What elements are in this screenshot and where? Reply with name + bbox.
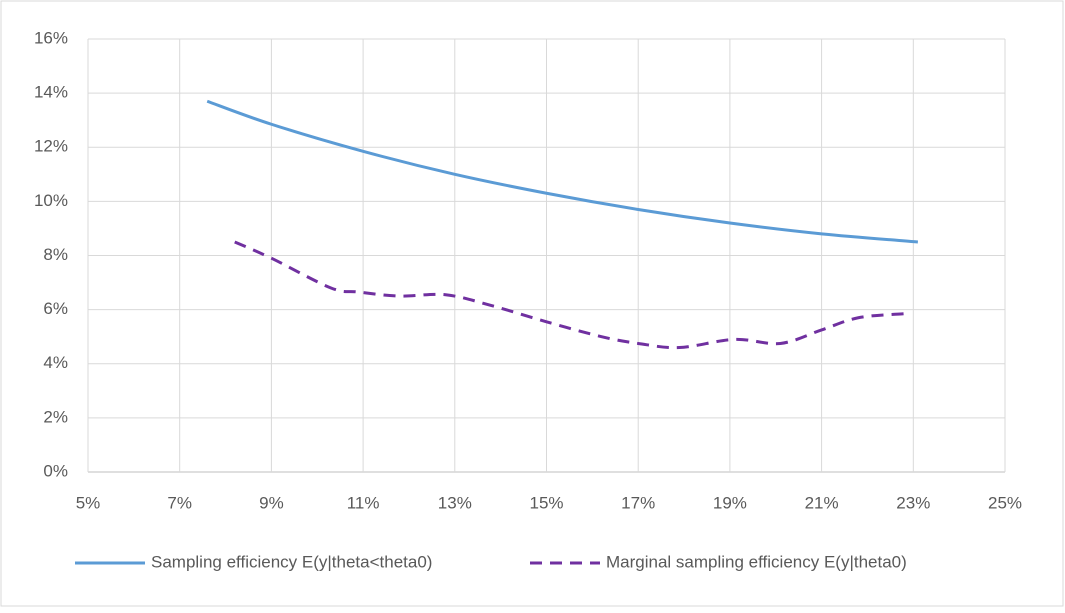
x-tick-label: 23% <box>896 493 930 512</box>
series-line <box>206 99 919 244</box>
y-tick-label: 2% <box>43 407 68 426</box>
x-tick-label: 19% <box>713 493 747 512</box>
x-tick-label: 13% <box>438 493 472 512</box>
x-tick-label: 17% <box>621 493 655 512</box>
x-tick-label: 15% <box>529 493 563 512</box>
y-tick-label: 0% <box>43 461 68 480</box>
y-tick-label: 6% <box>43 299 68 318</box>
series-line <box>234 240 905 350</box>
x-tick-label: 9% <box>259 493 284 512</box>
y-tick-label: 10% <box>34 191 68 210</box>
y-tick-label: 14% <box>34 83 68 102</box>
y-tick-label: 4% <box>43 353 68 372</box>
legend-label: Marginal sampling efficiency E(y|theta0) <box>606 552 907 571</box>
x-tick-label: 11% <box>347 493 380 512</box>
x-tick-label: 5% <box>76 493 101 512</box>
y-tick-label: 16% <box>34 28 68 47</box>
y-tick-label: 8% <box>43 245 68 264</box>
y-tick-label: 12% <box>34 137 68 156</box>
x-tick-label: 21% <box>805 493 839 512</box>
x-tick-label: 25% <box>988 493 1022 512</box>
legend-label: Sampling efficiency E(y|theta<theta0) <box>151 552 432 571</box>
x-tick-label: 7% <box>167 493 192 512</box>
